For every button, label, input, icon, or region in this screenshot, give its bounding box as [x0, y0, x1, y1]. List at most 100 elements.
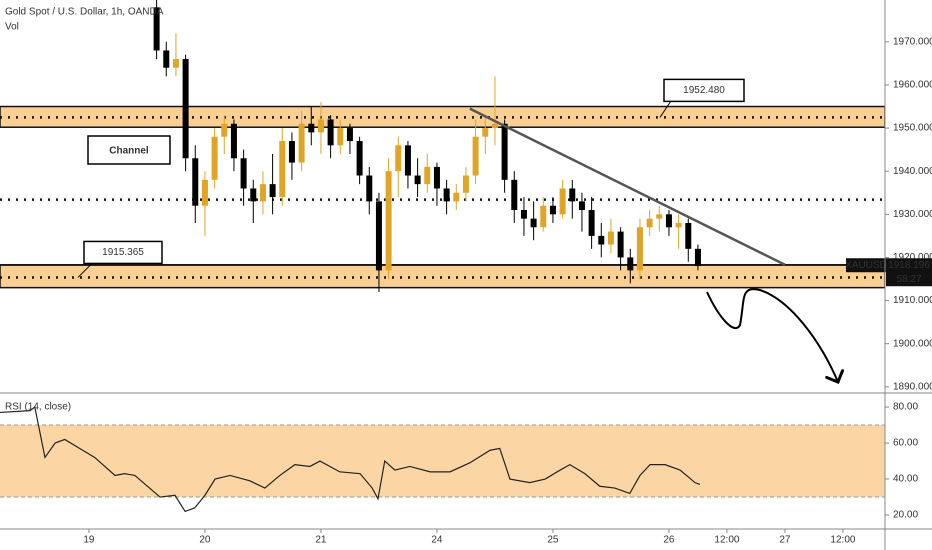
candle-body — [327, 119, 334, 146]
y-tick-label: 60.00 — [893, 438, 918, 449]
candle-body — [317, 119, 324, 133]
candle-body — [501, 123, 508, 180]
label-box — [87, 135, 171, 165]
candle-body — [192, 158, 199, 206]
candle-body — [453, 192, 460, 202]
candle-body — [153, 7, 160, 51]
candle-body — [414, 175, 421, 185]
candle-body — [598, 235, 605, 245]
y-tick-label: 1910.000 — [893, 295, 932, 306]
candle-body — [685, 222, 692, 249]
candle-body — [588, 210, 595, 236]
callout — [659, 99, 673, 118]
candle-body — [656, 214, 663, 219]
candle-body — [288, 141, 295, 163]
rsi-band — [0, 425, 885, 498]
candle-body — [279, 141, 286, 198]
candle-body — [221, 123, 228, 137]
label-box — [663, 78, 745, 103]
candle-body — [395, 145, 402, 172]
candle-body — [404, 145, 411, 176]
candle-body — [569, 188, 576, 202]
candle-body — [646, 218, 653, 228]
candle-body — [462, 175, 469, 193]
candle-body — [201, 179, 208, 206]
candle-body — [424, 166, 431, 185]
candle-body — [385, 171, 392, 271]
candle-body — [346, 128, 353, 142]
candle-body — [627, 257, 634, 271]
x-tick-label: 21 — [315, 535, 327, 546]
annotation: Channel — [109, 146, 149, 157]
y-tick-label: 80.00 — [893, 402, 918, 413]
candle-body — [230, 123, 237, 159]
candle-body — [511, 179, 518, 211]
x-tick-label: 20 — [199, 535, 211, 546]
y-tick-label: 1950.000 — [893, 123, 932, 134]
level-label: 1952.480 — [683, 85, 725, 96]
y-tick-label: 1920.000 — [893, 252, 932, 263]
candle-body — [694, 248, 701, 267]
x-tick-label: 26 — [663, 535, 675, 546]
rsi-line — [0, 406, 701, 513]
candle-body — [375, 201, 382, 271]
price-pane: 1952.480 1915.365 Channel — [0, 0, 885, 292]
trendline — [469, 107, 786, 266]
candle-body — [607, 231, 614, 245]
candle-body — [182, 59, 189, 159]
countdown: 58:27 — [896, 274, 921, 285]
candle-body — [337, 128, 344, 146]
y-tick-label: 1940.000 — [893, 166, 932, 177]
candle-body — [366, 175, 373, 202]
symbol-label: XAUUSD — [845, 260, 887, 271]
x-tick-label: 12:00 — [714, 535, 739, 546]
candle-body — [308, 123, 315, 133]
y-tick-label: 40.00 — [893, 474, 918, 485]
candle-body — [433, 166, 440, 189]
price-tag — [886, 258, 932, 287]
level-label: 1915.365 — [102, 247, 144, 258]
candle-body — [665, 214, 672, 228]
rsi-pane — [0, 406, 885, 513]
candle-body — [163, 50, 170, 68]
chart-title: Gold Spot / U.S. Dollar, 1h, OANDA — [5, 7, 164, 18]
label-box — [83, 240, 163, 265]
candle-body — [240, 158, 247, 189]
x-tick-label: 27 — [779, 535, 791, 546]
candle-body — [530, 218, 537, 228]
x-tick-label: 19 — [83, 535, 95, 546]
y-tick-label: 1960.000 — [893, 80, 932, 91]
y-tick-label: 1900.000 — [893, 338, 932, 349]
candle-body — [211, 136, 218, 180]
y-tick-label: 1890.000 — [893, 381, 932, 392]
candle-body — [250, 188, 257, 202]
x-tick-label: 25 — [547, 535, 559, 546]
projection-arrow — [706, 288, 838, 382]
candle-body — [443, 188, 450, 202]
candle-body — [636, 227, 643, 271]
candle-body — [617, 231, 624, 258]
candle-body — [675, 222, 682, 228]
candle-body — [559, 188, 566, 215]
candle-body — [259, 184, 266, 202]
axes: 1890.000 1900.000 1910.000 1920.000 1930.000… — [83, 36, 932, 546]
candle-body — [540, 205, 547, 228]
x-tick-label: 12:00 — [830, 535, 855, 546]
last-price-label: 1918.196 — [888, 260, 930, 271]
candle-body — [356, 141, 363, 176]
candle-body — [520, 210, 527, 219]
candle-body — [578, 201, 585, 211]
y-tick-label: 20.00 — [893, 510, 918, 521]
rsi-title: RSI (14, close) — [5, 402, 71, 413]
candle-body — [549, 205, 556, 215]
candle-body — [172, 59, 179, 68]
volume-label: Vol — [5, 22, 19, 33]
candle-body — [269, 184, 276, 198]
symbol-tag — [846, 258, 886, 273]
callout — [77, 263, 93, 278]
x-tick-label: 24 — [431, 535, 443, 546]
candle-body — [491, 123, 498, 129]
candle-body — [482, 128, 489, 137]
candle-body — [298, 123, 305, 163]
